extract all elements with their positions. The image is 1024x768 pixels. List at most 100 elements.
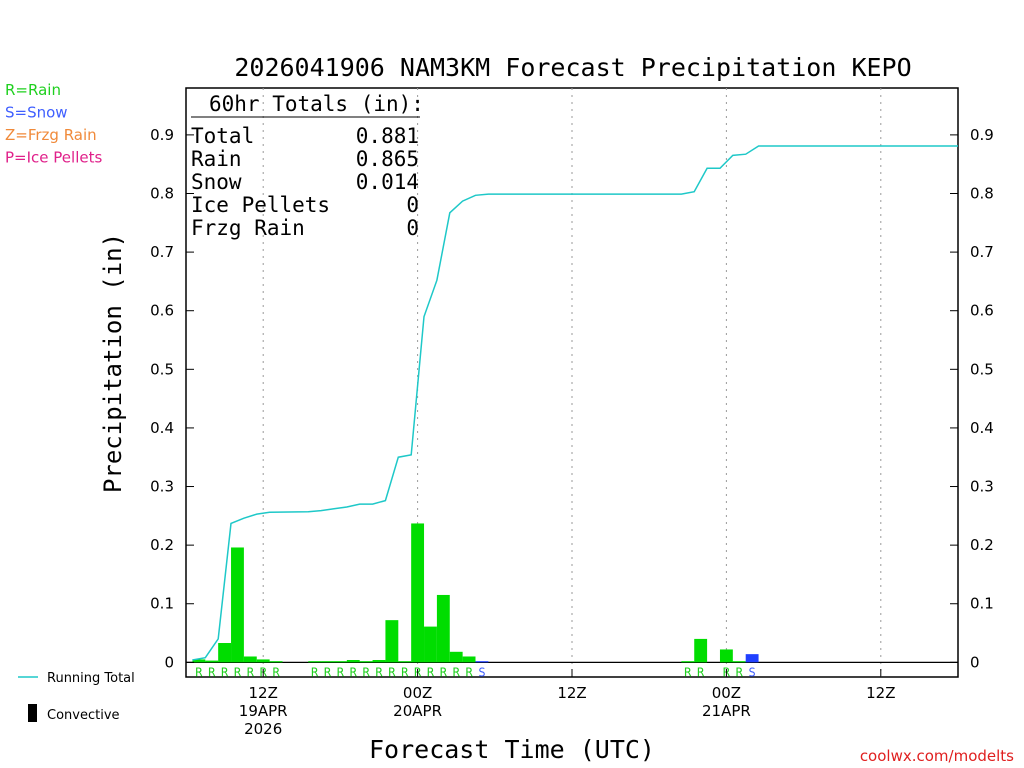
running-total-legend-label: Running Total xyxy=(47,671,135,686)
precip-bars xyxy=(192,523,759,663)
y-tick-label-right: 0.3 xyxy=(970,478,994,496)
y-tick-label-right: 0.4 xyxy=(970,419,994,437)
precip-type-legend: R=Rain S=Snow Z=Frzg Rain P=Ice Pellets xyxy=(5,81,102,167)
precip-bar xyxy=(436,594,450,663)
y-tick-label-right: 0.9 xyxy=(970,126,994,144)
bar-type-label: R xyxy=(221,665,229,679)
bottom-legend: Running Total Convective xyxy=(18,671,135,723)
totals-label: Frzg Rain xyxy=(191,216,305,240)
y-tick-label-left: 0.7 xyxy=(150,243,174,261)
x-tick-label: 00Z xyxy=(403,684,432,702)
totals-label: Snow xyxy=(191,170,242,194)
precip-bar xyxy=(732,661,746,663)
bar-type-label: R xyxy=(697,665,705,679)
chart-title: 2026041906 NAM3KM Forecast Precipitation… xyxy=(234,53,911,82)
precip-bar xyxy=(411,523,425,663)
y-tick-label-right: 0.1 xyxy=(970,595,994,613)
y-tick-label-left: 0.6 xyxy=(150,302,174,320)
bar-type-label: R xyxy=(195,665,203,679)
y-tick-label-right: 0.7 xyxy=(970,243,994,261)
bar-type-label: R xyxy=(234,665,242,679)
precip-bar xyxy=(398,661,412,663)
totals-label: Ice Pellets xyxy=(191,193,330,217)
bar-type-label: R xyxy=(272,665,280,679)
x-tick-label: 19APR xyxy=(239,702,288,720)
precip-bar xyxy=(243,656,257,663)
x-tick-label: 12Z xyxy=(866,684,895,702)
x-tick-label: 2026 xyxy=(244,720,282,738)
precip-bar xyxy=(256,659,270,663)
bar-type-label: R xyxy=(337,665,345,679)
attribution-text: coolwx.com/modelts xyxy=(860,747,1014,765)
precip-bar xyxy=(719,649,733,663)
x-tick-label: 12Z xyxy=(249,684,278,702)
precip-bar xyxy=(449,651,463,663)
bar-type-label: R xyxy=(375,665,383,679)
totals-value: 0.014 xyxy=(356,170,419,194)
precip-bar xyxy=(681,661,695,663)
bar-type-label: R xyxy=(324,665,332,679)
y-tick-label-left: 0.4 xyxy=(150,419,174,437)
type-legend-entry: S=Snow xyxy=(5,104,68,122)
y-tick-label-left: 0.8 xyxy=(150,184,174,202)
totals-box: 60hr Totals (in): Total 0.881 Rain 0.865 Sno… xyxy=(191,92,424,240)
bar-type-label: R xyxy=(453,665,461,679)
y-tick-label-right: 0.2 xyxy=(970,536,994,554)
y-tick-label-left: 0.2 xyxy=(150,536,174,554)
x-tick-label: 12Z xyxy=(557,684,586,702)
precip-bar xyxy=(462,656,476,663)
bar-type-label: R xyxy=(311,665,319,679)
bar-type-label: R xyxy=(350,665,358,679)
y-tick-label-right: 0 xyxy=(970,653,980,671)
totals-value: 0 xyxy=(406,216,419,240)
bar-type-label: S xyxy=(478,665,485,679)
y-tick-label-left: 0 xyxy=(164,653,174,671)
y-tick-label-right: 0.5 xyxy=(970,360,994,378)
type-legend-entry: Z=Frzg Rain xyxy=(5,126,97,144)
precip-bar xyxy=(321,661,334,663)
y-axis-label: Precipitation (in) xyxy=(99,233,127,493)
precip-bar xyxy=(372,660,386,663)
x-axis-label: Forecast Time (UTC) xyxy=(369,735,655,764)
type-legend-entry: R=Rain xyxy=(5,81,61,99)
precip-bar xyxy=(694,638,708,663)
y-tick-label-right: 0.8 xyxy=(970,184,994,202)
bar-type-label: R xyxy=(465,665,473,679)
precip-bar xyxy=(218,643,232,663)
totals-label: Rain xyxy=(191,147,242,171)
x-tick-label: 00Z xyxy=(712,684,741,702)
precip-bar xyxy=(205,660,219,663)
precip-bar xyxy=(745,654,759,663)
precip-bar xyxy=(346,660,360,663)
bar-type-label: R xyxy=(684,665,692,679)
precip-bar xyxy=(359,661,373,663)
precip-bar xyxy=(269,661,283,663)
precip-bar xyxy=(333,661,347,663)
convective-legend-label: Convective xyxy=(47,708,120,723)
bar-type-label: R xyxy=(363,665,371,679)
totals-value: 0 xyxy=(406,193,419,217)
totals-value: 0.881 xyxy=(356,124,419,148)
y-tick-label-right: 0.6 xyxy=(970,302,994,320)
x-tick-label: 21APR xyxy=(702,702,751,720)
x-tick-label: 20APR xyxy=(393,702,442,720)
totals-rows: Total 0.881 Rain 0.865 Snow 0.014 Ice Pellets 0… xyxy=(191,124,419,240)
bar-type-label: R xyxy=(208,665,216,679)
bar-type-label: R xyxy=(427,665,435,679)
type-legend-entry: P=Ice Pellets xyxy=(5,149,102,167)
convective-swatch xyxy=(28,704,37,722)
bar-type-label: R xyxy=(736,665,744,679)
bar-type-label: R xyxy=(388,665,396,679)
precip-bar xyxy=(385,620,399,663)
bar-type-label: S xyxy=(749,665,756,679)
precip-bar xyxy=(192,659,206,663)
y-tick-label-left: 0.5 xyxy=(150,360,174,378)
precip-bar xyxy=(231,547,244,663)
bar-type-label: R xyxy=(401,665,409,679)
precip-bar xyxy=(475,661,489,663)
bar-type-label: R xyxy=(247,665,255,679)
totals-value: 0.865 xyxy=(356,147,419,171)
totals-header: 60hr Totals (in): xyxy=(209,92,424,116)
y-tick-label-left: 0.1 xyxy=(150,595,174,613)
